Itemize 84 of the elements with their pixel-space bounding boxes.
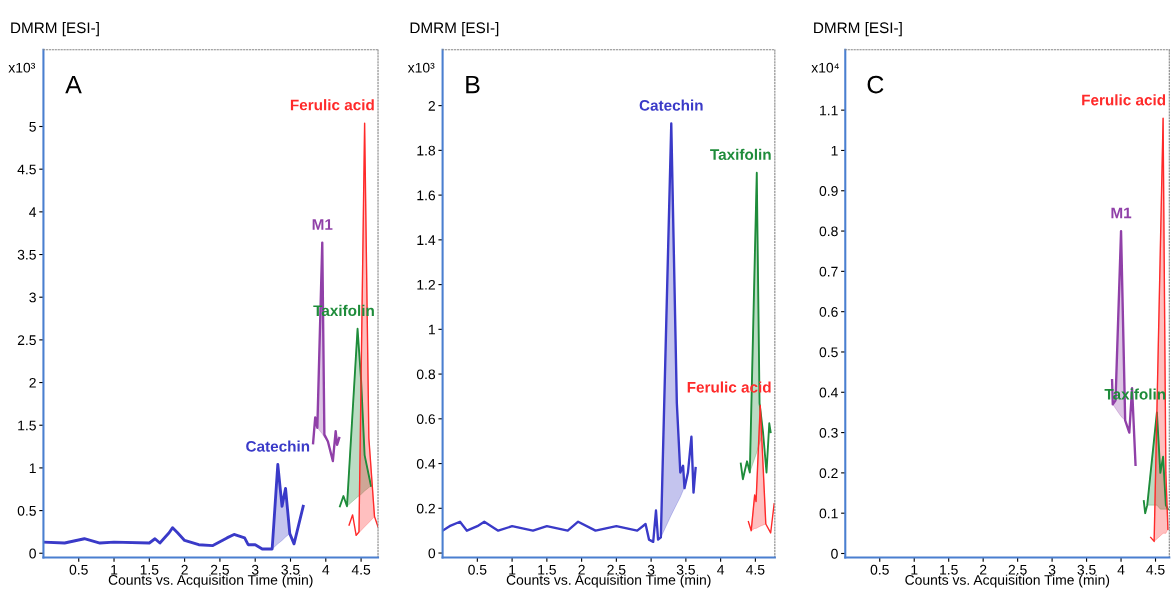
y-tick-label: 2.5 (17, 335, 36, 346)
x-axis-title: Counts vs. Acquisition Time (min) (108, 574, 313, 588)
y-tick-label: 1 (831, 145, 838, 156)
y-axis-title: x10³ (8, 62, 36, 73)
x-tick-label: 0.5 (870, 564, 889, 575)
y-axis-title: x10⁴ (811, 62, 839, 73)
x-tick-label: 1.5 (538, 564, 556, 575)
x-tick-label: 3.5 (1077, 564, 1096, 575)
y-tick-label: 0 (831, 548, 838, 559)
annotation: A (65, 76, 82, 94)
x-tick-label: 4.5 (1146, 564, 1165, 575)
y-tick-label: 0.2 (416, 503, 435, 514)
x-tick-label: 3 (1048, 564, 1056, 575)
y-tick-label: 0.5 (819, 347, 838, 358)
y-tick-label: 5 (29, 121, 36, 132)
y-tick-label: 1 (428, 324, 435, 335)
y-tick-label: 0.9 (819, 186, 838, 196)
line-series (338, 327, 372, 508)
x-tick-label: 2.5 (210, 564, 229, 575)
x-tick-label: 3 (647, 564, 655, 575)
x-tick-label: 2 (980, 564, 987, 575)
y-tick-label: 1 (29, 463, 36, 473)
x-tick-label: 2 (181, 564, 188, 575)
series-label: M1 (1111, 207, 1132, 219)
y-tick-label: 0.8 (819, 226, 838, 237)
y-tick-label: 1.8 (417, 145, 436, 156)
y-tick-label: 1.6 (417, 190, 436, 201)
y-tick-label: 0.4 (819, 387, 838, 398)
y-tick-label: 0.5 (17, 505, 36, 516)
x-tick-label: 0.5 (69, 564, 88, 575)
x-tick-label: 1 (111, 564, 118, 575)
y-tick-label: 0.1 (819, 508, 838, 519)
y-tick-label: 4.5 (17, 164, 36, 175)
series-label: Ferulic acid (290, 99, 374, 111)
y-tick-label: 0.7 (819, 266, 838, 277)
y-tick-label: 0.6 (819, 307, 838, 317)
y-tick-label: 0.8 (416, 369, 436, 380)
x-tick-label: 4 (717, 564, 725, 575)
x-tick-label: 4.5 (351, 564, 371, 575)
y-tick-label: 0.4 (416, 458, 436, 469)
annotation: B (466, 76, 480, 94)
line-series (747, 404, 775, 534)
y-tick-label: 3.5 (17, 249, 36, 260)
y-tick-label: 1.4 (417, 235, 436, 245)
line-series (43, 463, 305, 551)
x-axis-title: Counts vs. Acquisition Time (min) (506, 574, 711, 588)
x-tick-label: 1.5 (940, 564, 958, 575)
y-axis-title: x10³ (407, 62, 435, 73)
x-tick-label: 2.5 (607, 564, 626, 575)
chart-title: DMRM [ESI-] (11, 21, 99, 37)
y-tick-label: 3 (29, 292, 36, 303)
annotation: C (867, 75, 884, 94)
series-label: Catechin (639, 99, 703, 111)
x-tick-label: 4 (322, 564, 330, 575)
x-tick-label: 3.5 (676, 564, 695, 575)
y-tick-label: 0.3 (819, 427, 838, 438)
y-tick-label: 0 (29, 548, 36, 559)
x-tick-label: 4.5 (746, 564, 765, 575)
x-tick-label: 3.5 (281, 564, 300, 575)
y-tick-label: 1.1 (820, 105, 838, 116)
x-tick-label: 1 (509, 564, 516, 575)
x-tick-label: 4 (1117, 564, 1125, 575)
x-tick-label: 0.5 (468, 564, 487, 575)
series-label: M1 (312, 219, 333, 230)
y-tick-label: 1.5 (18, 420, 36, 431)
series-label: Ferulic acid (1082, 94, 1166, 106)
x-tick-label: 2.5 (1008, 564, 1027, 575)
y-tick-label: 0 (428, 548, 436, 559)
y-tick-label: 2 (29, 377, 36, 388)
series-label: Catechin (246, 440, 310, 452)
line-series (739, 171, 772, 481)
y-tick-label: 2 (428, 100, 435, 111)
y-tick-label: 0.2 (819, 468, 838, 479)
y-tick-label: 4 (29, 207, 37, 217)
x-tick-label: 1.5 (140, 564, 159, 575)
x-tick-label: 2 (578, 564, 585, 575)
chart-title: DMRM [ESI-] (814, 21, 902, 37)
y-tick-label: 0.6 (416, 414, 436, 424)
x-axis-title: Counts vs. Acquisition Time (min) (905, 574, 1110, 588)
x-tick-label: 3 (251, 564, 259, 575)
chart-title: DMRM [ESI-] (410, 21, 499, 37)
x-tick-label: 1 (911, 564, 918, 575)
y-tick-label: 1.2 (417, 279, 435, 290)
series-label: Taxifolin (710, 148, 771, 160)
